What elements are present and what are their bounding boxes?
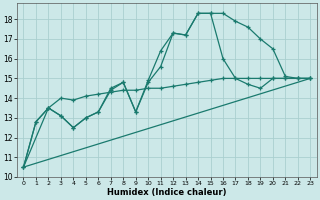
X-axis label: Humidex (Indice chaleur): Humidex (Indice chaleur) xyxy=(107,188,227,197)
